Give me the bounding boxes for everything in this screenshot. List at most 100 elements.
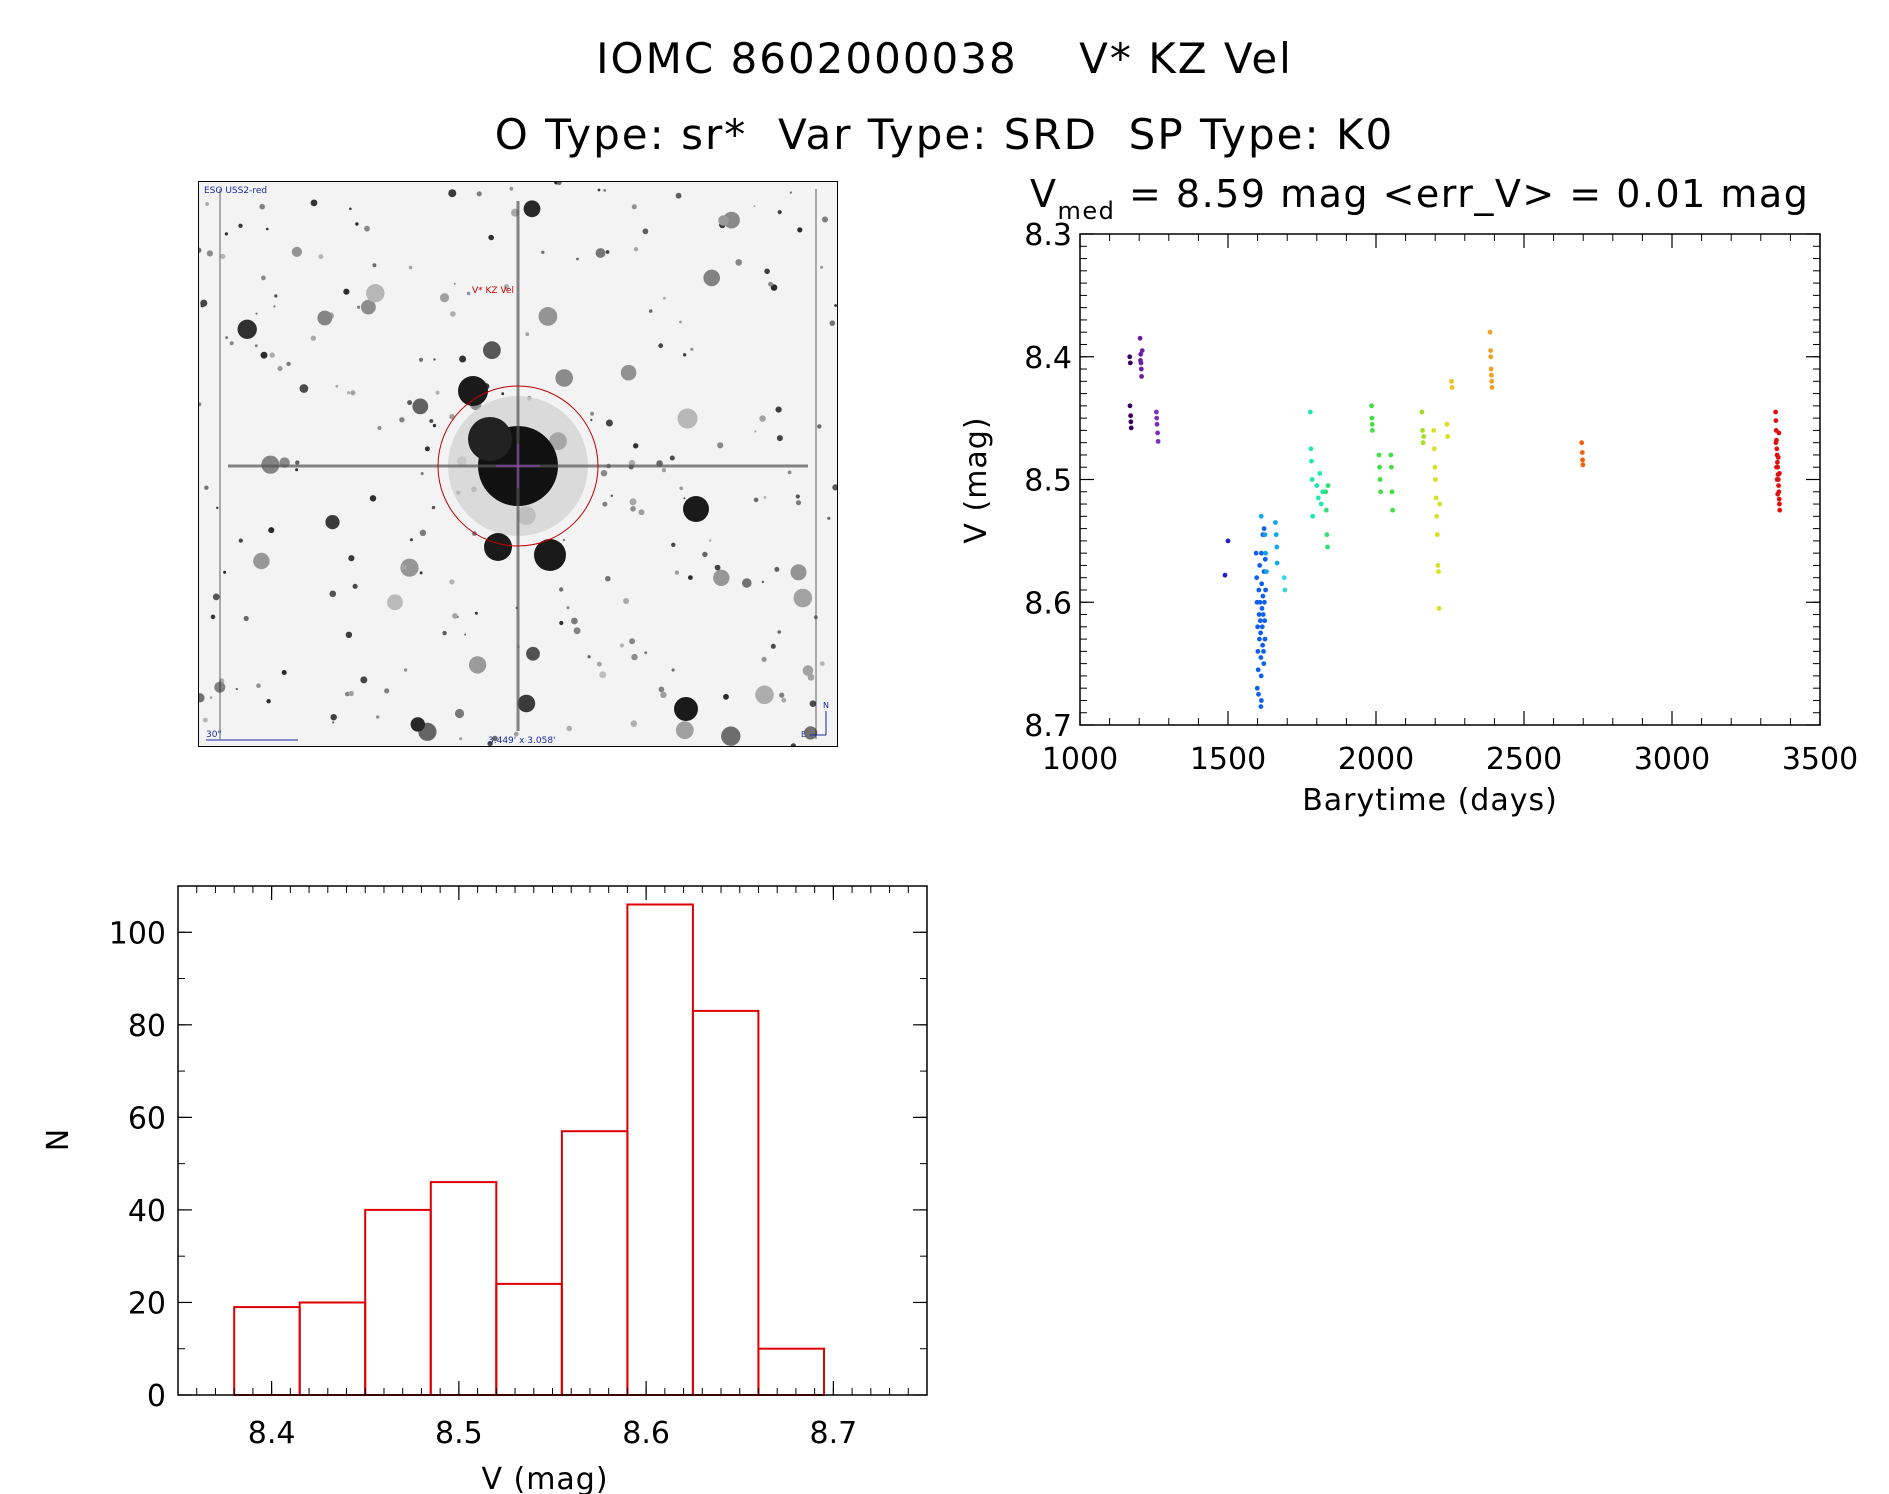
lc-data-point — [1376, 452, 1382, 458]
sky-star — [777, 630, 781, 634]
sky-star — [587, 655, 591, 659]
sky-star — [809, 700, 817, 707]
sky-star — [464, 633, 467, 636]
lc-data-point — [1138, 366, 1144, 372]
lc-data-point — [1256, 691, 1261, 697]
lc-data-point — [1388, 452, 1394, 458]
sky-star — [310, 335, 316, 341]
sky-star — [723, 211, 740, 229]
sky-star — [204, 485, 209, 490]
sky-star — [238, 538, 243, 543]
sky-star — [827, 516, 831, 520]
lc-data-point — [1324, 532, 1330, 538]
lc-data-point — [1255, 649, 1261, 654]
lc-data-point — [1257, 563, 1263, 568]
sky-star — [260, 351, 268, 359]
sky-star — [541, 250, 545, 254]
sky-star — [690, 347, 694, 351]
lc-data-point — [1273, 520, 1278, 525]
target-label: V* KZ Vel — [472, 286, 514, 296]
sky-star — [703, 269, 720, 287]
sky-star — [671, 542, 676, 547]
sky-star — [424, 446, 430, 452]
lc-data-point — [1378, 489, 1384, 495]
sky-star — [256, 683, 261, 688]
sky-star — [348, 690, 354, 697]
sky-star — [501, 392, 505, 396]
sky-star — [633, 247, 639, 252]
sky-star — [708, 539, 712, 542]
lc-data-point — [1377, 477, 1383, 482]
sky-star — [357, 305, 361, 309]
sky-star — [286, 361, 291, 367]
lc-data-point — [1273, 532, 1279, 538]
lc-data-point — [1260, 593, 1266, 599]
sky-star — [259, 203, 265, 210]
sky-star — [335, 384, 339, 388]
sky-star — [679, 486, 683, 491]
lc-x-tick-label: 2000 — [1338, 742, 1414, 777]
sky-star — [721, 726, 741, 746]
survey-label: ESO USS2-red — [204, 186, 267, 196]
lc-data-point — [1377, 464, 1382, 470]
sky-star — [590, 418, 593, 422]
lc-x-tick-label: 1000 — [1042, 742, 1118, 777]
sky-star — [754, 430, 757, 433]
sky-star-bright — [674, 697, 698, 721]
lc-data-point — [1262, 556, 1268, 562]
sky-star — [683, 497, 686, 500]
sky-star — [419, 571, 423, 575]
sky-star — [620, 364, 637, 381]
sky-star — [343, 288, 350, 295]
histogram-chart: 8.4 8.5 8.6 8.7 0 20 40 60 80 100 V (mag) N — [41, 885, 928, 1494]
sky-star — [377, 425, 382, 431]
histogram-bar — [429, 1181, 498, 1396]
sky-star-field — [198, 181, 838, 747]
sky-star — [832, 484, 838, 491]
sky-star-bright — [534, 539, 566, 571]
lc-data-point — [1315, 495, 1321, 501]
histogram-bar — [298, 1301, 367, 1396]
lc-data-point — [1262, 618, 1268, 624]
hist-y-tick-label: 20 — [128, 1286, 166, 1321]
sky-star — [723, 693, 729, 700]
lc-data-point — [1580, 462, 1586, 468]
lc-data-point — [1487, 329, 1493, 335]
sky-star — [261, 275, 266, 281]
sky-star — [755, 685, 774, 705]
sky-star — [661, 467, 667, 473]
lc-data-point — [1323, 507, 1329, 513]
lc-data-point — [1369, 415, 1375, 421]
sky-star — [281, 670, 287, 675]
sky-star — [793, 588, 813, 608]
sky-star — [797, 227, 803, 233]
hist-y-tick-label: 40 — [128, 1194, 166, 1229]
lc-data-point — [1258, 673, 1264, 679]
sky-star — [202, 717, 208, 723]
lc-data-point — [1325, 483, 1331, 488]
lc-data-point — [1435, 563, 1441, 568]
sky-star — [509, 186, 514, 191]
hist-x-tick-label: 8.5 — [435, 1416, 483, 1451]
lc-data-point — [1263, 587, 1268, 593]
lc-data-point — [1419, 409, 1425, 415]
lc-data-point — [1263, 550, 1268, 556]
sky-star — [761, 580, 765, 584]
lc-data-point — [1154, 409, 1159, 415]
sky-star — [557, 181, 562, 186]
sky-star — [525, 332, 530, 336]
lc-data-point — [1261, 526, 1267, 531]
sky-star — [605, 250, 610, 254]
sky-star — [400, 558, 419, 577]
lc-data-point — [1154, 421, 1160, 427]
sky-star — [802, 665, 814, 676]
sky-star — [474, 611, 478, 615]
sky-star — [205, 202, 209, 206]
lc-data-point — [1773, 440, 1779, 446]
lc-data-point — [1154, 415, 1160, 421]
hist-y-tick-label: 0 — [147, 1379, 166, 1414]
sky-star — [273, 305, 276, 308]
lc-data-point — [1774, 446, 1780, 452]
sky-star — [576, 257, 579, 261]
lc-data-point — [1258, 630, 1263, 636]
